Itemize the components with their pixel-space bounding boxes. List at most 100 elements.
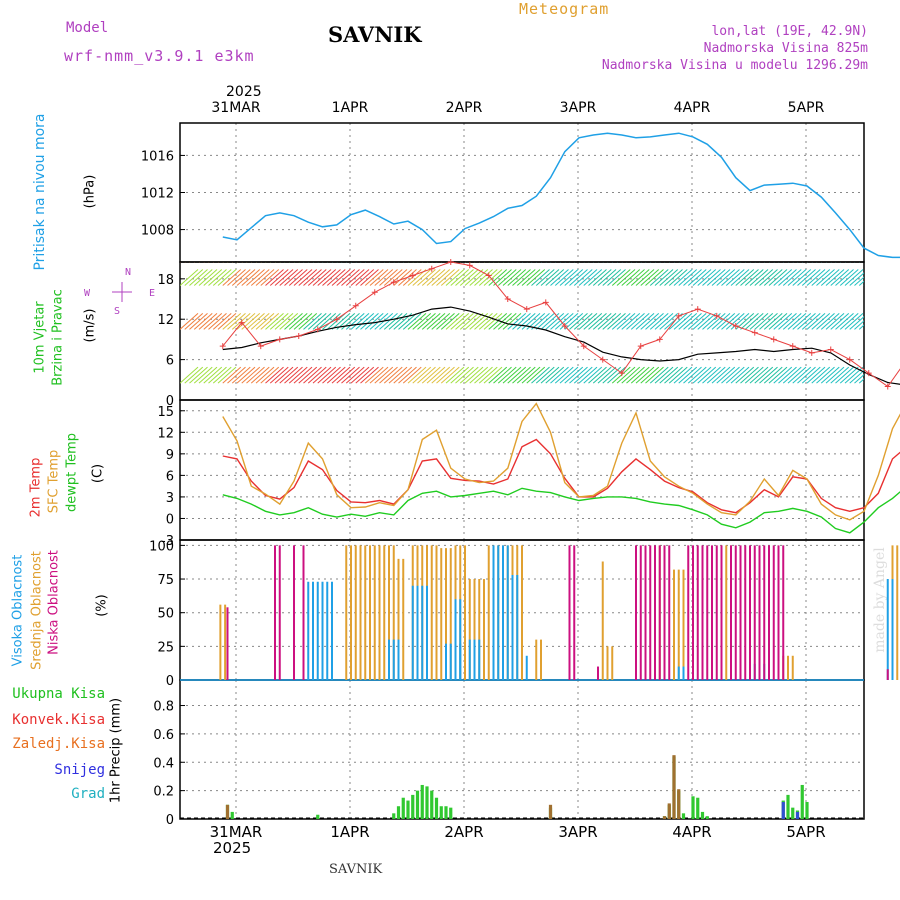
wind-barb	[593, 262, 595, 263]
rain-conv-bar	[662, 816, 667, 819]
wind-barb	[431, 312, 451, 330]
wind-barb	[645, 312, 664, 330]
wind-barb	[312, 312, 332, 330]
page-title: SAVNIK	[328, 22, 422, 47]
date-label: 31MAR	[209, 823, 263, 841]
wind-barb	[360, 262, 362, 263]
wind-barb	[693, 262, 694, 263]
wind-gust-marker	[561, 322, 568, 329]
wind-barb	[440, 312, 460, 330]
wind-barb	[773, 312, 793, 330]
wind-barb	[645, 262, 647, 263]
wind-barb	[184, 262, 186, 263]
wind-gust-marker	[523, 306, 530, 313]
wind-barb	[721, 262, 723, 263]
wind-barb	[526, 269, 546, 286]
wind-barb	[402, 366, 422, 384]
wind-barb	[516, 269, 536, 286]
wind-barb	[559, 312, 579, 330]
wind-barb	[256, 262, 257, 263]
wind-barb	[199, 262, 200, 263]
wind-barb	[417, 262, 419, 263]
wind-barb	[421, 366, 441, 384]
wind-barb	[611, 312, 631, 330]
wind-barb	[650, 262, 652, 263]
rain-total-bar	[392, 813, 396, 819]
wind-barb	[422, 262, 424, 263]
y-tick-label: 0.8	[153, 700, 174, 715]
wind-barb	[550, 312, 569, 330]
rain-conv-bar	[225, 804, 230, 819]
date-label: 5APR	[786, 823, 826, 841]
wind-barb	[806, 366, 826, 384]
wind-barb	[540, 312, 560, 330]
wind-barb	[450, 269, 470, 286]
wind-barb	[516, 366, 536, 384]
y-tick-label: 100	[149, 539, 174, 554]
wind-barb	[531, 366, 550, 384]
wind-barb	[312, 366, 332, 384]
wind-barb	[630, 269, 650, 286]
wind-barb	[388, 366, 408, 384]
wind-barb	[198, 312, 218, 330]
wind-barb	[745, 262, 747, 263]
wind-barb	[668, 269, 688, 286]
wind-barb	[336, 269, 356, 286]
wind-barb	[227, 269, 246, 286]
wind-barb	[469, 262, 471, 263]
wind-gust-marker	[675, 312, 682, 319]
wind-barb	[801, 312, 821, 330]
wind-barb	[731, 262, 732, 263]
wind-barb	[721, 366, 740, 384]
wind-barb	[307, 269, 327, 286]
wind-barb	[579, 262, 580, 263]
wind-barb	[345, 312, 365, 330]
date-label: 3APR	[558, 823, 598, 841]
wind-barb	[431, 262, 433, 263]
wind-barb	[664, 262, 666, 263]
date-label: 2APR	[444, 823, 484, 841]
wind-barb	[640, 312, 660, 330]
wind-barb	[806, 312, 826, 330]
wind-barb	[488, 269, 508, 286]
wind-barb	[502, 269, 522, 286]
wind-barb	[692, 312, 712, 330]
wind-barb	[806, 269, 826, 286]
wind-barb	[763, 312, 783, 330]
wind-barb	[502, 312, 522, 330]
wind-barb	[303, 269, 322, 286]
date-label: 4APR	[673, 100, 711, 116]
wind-barb	[801, 269, 821, 286]
compass-e: E	[149, 288, 155, 299]
wind-barb	[692, 269, 712, 286]
wind-barb	[322, 366, 341, 384]
wind-barb	[811, 262, 813, 263]
wind-barb	[874, 313, 892, 329]
y-tick-label: 0.4	[153, 756, 174, 771]
wind-barb	[341, 312, 360, 330]
wind-barb	[393, 366, 413, 384]
wind-barb	[883, 313, 900, 329]
wind-barb	[180, 262, 181, 263]
wind-barb	[616, 269, 636, 286]
wind-barb	[288, 312, 308, 330]
wind-barb	[445, 269, 465, 286]
wind-barb	[854, 374, 864, 384]
wind-barb	[246, 366, 265, 384]
wind-barb	[512, 262, 514, 263]
wind-barb	[839, 366, 859, 384]
wind-barb	[697, 269, 717, 286]
wind-barb	[274, 269, 294, 286]
wind-barb	[469, 269, 489, 286]
wind-barb	[730, 269, 750, 286]
wind-barb	[635, 366, 655, 384]
rain-total-bar	[406, 800, 410, 819]
wind-barb	[393, 269, 413, 286]
wind-barb	[317, 269, 337, 286]
wind-barb	[374, 269, 394, 286]
date-label: 31MAR	[211, 100, 261, 116]
rain-conv-bar	[677, 789, 681, 819]
wind-barb	[526, 366, 546, 384]
wind-barb	[522, 262, 523, 263]
wind-barb	[193, 366, 213, 384]
